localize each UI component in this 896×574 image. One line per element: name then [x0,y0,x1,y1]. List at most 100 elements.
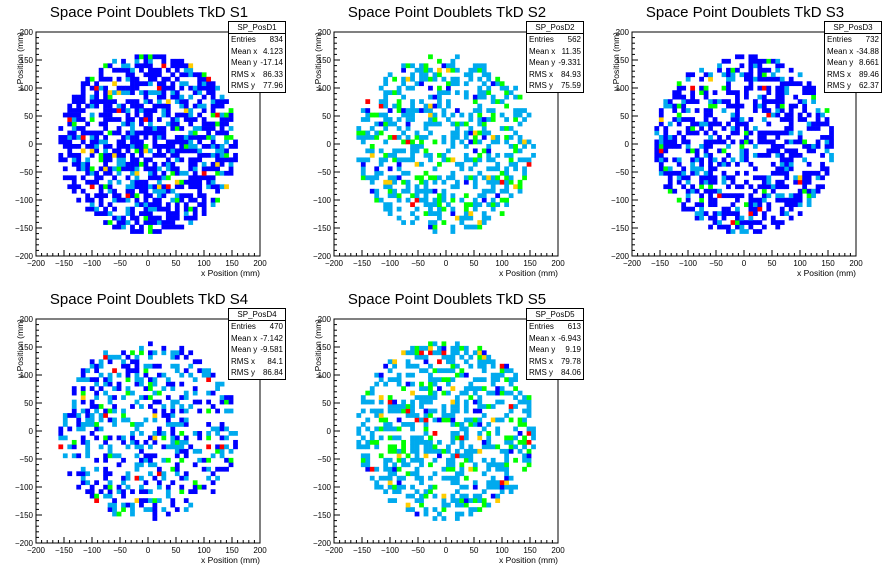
heatmap-cell [148,202,153,208]
heatmap-cell [174,117,180,122]
heatmap-cell [103,493,108,499]
heatmap-cell [116,76,122,82]
heatmap-cell [681,202,687,208]
heatmap-plot[interactable]: −200 −150 −100 −50 0 50 100 150 200−200−150−100−… [298,287,596,574]
heatmap-cell [752,144,758,149]
heatmap-cell [148,444,153,450]
heatmap-cell [761,108,767,113]
heatmap-cell [107,377,113,383]
heatmap-plot[interactable]: −200 −150 −100 −50 0 50 100 150 200−200−150−100−… [596,0,894,287]
heatmap-cell [454,215,460,221]
heatmap-cell [757,139,763,145]
heatmap-cell [85,130,91,136]
heatmap-cell [156,144,162,149]
heatmap-cell [450,206,456,212]
heatmap-cell [80,135,86,140]
heatmap-cell [446,67,451,73]
heatmap-cell [477,139,483,145]
heatmap-plot[interactable]: −200 −150 −100 −50 0 50 100 150 200−200−150−100−… [0,0,298,287]
heatmap-cell [419,439,424,445]
heatmap-cell [98,175,104,181]
heatmap-cell [360,175,366,181]
heatmap-cell [423,72,429,78]
stats-row: Entries 732 [827,35,879,44]
heatmap-cell [739,63,745,69]
y-axis-label: y Position (mm) [15,319,25,378]
heatmap-cell [170,215,176,221]
heatmap-cell [757,197,763,203]
heatmap-cell [477,435,483,441]
heatmap-cell [766,179,772,185]
heatmap-cell [419,381,424,387]
heatmap-cell [139,381,144,387]
heatmap-cell [797,179,803,185]
heatmap-cell [134,202,140,208]
heatmap-cell [125,63,131,69]
heatmap-cell [401,94,406,100]
heatmap-cell [490,444,496,450]
heatmap-cell [188,85,194,91]
heatmap-cell [477,354,483,360]
heatmap-cell [98,152,104,158]
heatmap-cell [490,390,496,396]
heatmap-cell [779,103,785,109]
heatmap-cell [454,184,460,190]
heatmap-cell [85,144,91,149]
heatmap-cell [522,117,527,122]
heatmap-cell [446,99,451,104]
stats-box: SP_PosD4 Entries 470 Mean x -7.142 Mean y-… [228,308,286,380]
heatmap-cell [414,161,420,167]
heatmap-cell [784,85,790,91]
heatmap-cell [526,399,532,405]
heatmap-cell [219,422,225,427]
heatmap-cell [116,179,122,185]
heatmap-cell [495,175,501,181]
heatmap-cell [517,179,523,185]
heatmap-cell [676,157,682,163]
heatmap-cell [107,480,113,486]
heatmap-cells [356,341,536,521]
heatmap-cell [152,54,158,60]
heatmap-cell [450,354,456,360]
heatmap-cell [387,121,393,127]
heatmap-plot[interactable]: −200 −150 −100 −50 0 50 100 150 200−200−150−100−… [0,287,298,574]
heatmap-cell [130,511,135,517]
heatmap-cell [103,408,108,414]
heatmap-cell [152,390,158,396]
heatmap-cell [405,157,411,163]
heatmap-cell [76,144,82,149]
heatmap-cell [192,462,198,468]
heatmap-cell [210,94,216,100]
heatmap-cell [89,76,95,82]
heatmap-cell [517,417,523,423]
heatmap-cell [779,179,785,185]
heatmap-cell [215,431,220,436]
heatmap-cell [775,184,781,190]
heatmap-cell [197,90,203,96]
heatmap-cell [699,157,704,163]
heatmap-cell [156,148,162,154]
heatmap-cell [76,161,82,167]
heatmap-cell [717,220,722,225]
heatmap-cell [423,453,429,459]
heatmap-cell [125,166,131,172]
heatmap-cell [788,193,794,199]
heatmap-cell [454,350,460,356]
heatmap-cell [215,112,220,118]
heatmap-cell [703,94,709,100]
heatmap-cell [437,368,442,374]
heatmap-cell [116,484,122,490]
heatmap-cell [463,399,469,405]
heatmap-cell [770,161,776,167]
heatmap-cell [708,202,713,208]
heatmap-cell [179,179,185,185]
heatmap-cell [80,390,86,396]
heatmap-cell [130,139,135,145]
heatmap-cell [405,413,411,418]
heatmap-cell [708,166,713,172]
heatmap-cell [726,58,731,64]
heatmap-cell [423,439,429,445]
heatmap-cell [495,493,501,499]
heatmap-cell [752,126,758,131]
heatmap-plot[interactable]: −200 −150 −100 −50 0 50 100 150 200−200−150−100−… [298,0,596,287]
